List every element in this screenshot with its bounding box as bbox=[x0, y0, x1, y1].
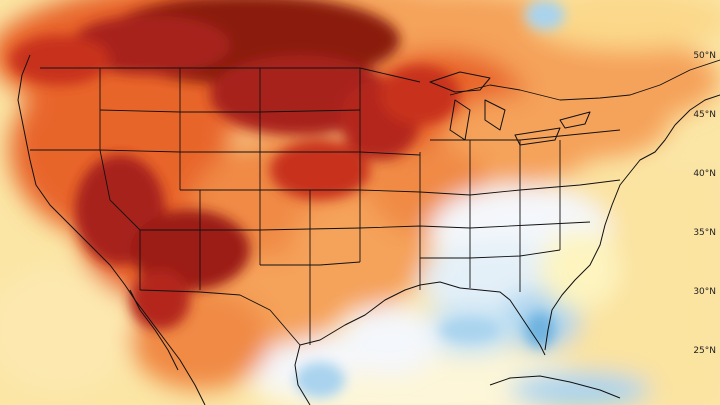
lat-label-25: 25°N bbox=[693, 346, 716, 356]
lat-label-35: 35°N bbox=[693, 228, 716, 238]
lat-label-40: 40°N bbox=[693, 169, 716, 179]
latitude-labels: 50°N 45°N 40°N 35°N 30°N 25°N bbox=[693, 51, 716, 356]
state-borders bbox=[30, 59, 720, 346]
coastlines bbox=[17, 54, 720, 405]
lat-label-50: 50°N bbox=[693, 51, 716, 61]
lat-label-30: 30°N bbox=[693, 287, 716, 297]
lat-label-45: 45°N bbox=[693, 110, 716, 120]
